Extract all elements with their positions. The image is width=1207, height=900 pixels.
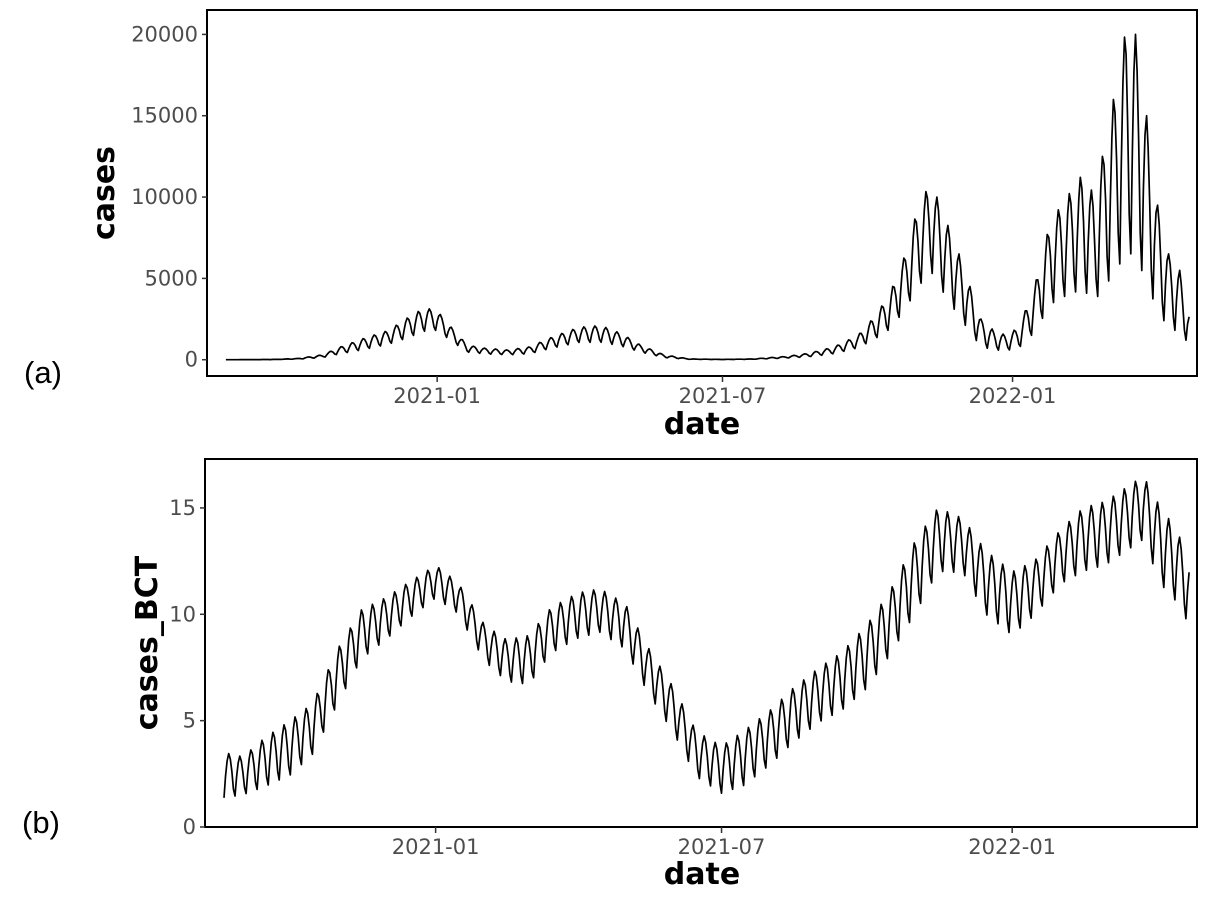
y-tick-label: 15 xyxy=(169,496,196,520)
x-ticks-a: 2021-01 2021-07 2022-01 xyxy=(393,376,1056,408)
panel-label-b: (b) xyxy=(22,805,60,840)
panel-label-a: (a) xyxy=(24,355,62,390)
series-line-cases-bct xyxy=(223,480,1190,798)
x-tick-label: 2022-01 xyxy=(969,384,1057,408)
y-tick-label: 10000 xyxy=(131,185,198,209)
y-tick-label: 15000 xyxy=(131,104,198,128)
y-ticks-a: 0 5000 10000 15000 20000 xyxy=(131,22,207,372)
x-tick-label: 2021-07 xyxy=(678,835,766,859)
y-tick-label: 0 xyxy=(185,348,198,372)
x-axis-title-a: date xyxy=(664,407,740,442)
x-ticks-b: 2021-01 2021-07 2022-01 xyxy=(392,827,1056,859)
y-tick-label: 5 xyxy=(183,709,196,733)
y-tick-label: 5000 xyxy=(145,266,198,290)
y-tick-label: 0 xyxy=(183,815,196,839)
x-tick-label: 2021-01 xyxy=(392,835,480,859)
y-axis-title-a: cases xyxy=(87,146,122,240)
x-axis-title-b: date xyxy=(664,857,740,892)
plot-frame-b xyxy=(204,458,1198,828)
y-ticks-b: 0 5 10 15 xyxy=(169,496,205,839)
x-tick-label: 2022-01 xyxy=(968,835,1056,859)
y-tick-label: 10 xyxy=(169,602,196,626)
y-axis-title-b: cases_BCT xyxy=(130,555,165,730)
chart-panel-a: 0 5000 10000 15000 20000 2021-01 2021-07 2022-… xyxy=(24,9,1198,442)
plot-frame-a xyxy=(206,9,1198,377)
series-line-cases xyxy=(225,33,1190,361)
y-tick-label: 20000 xyxy=(131,22,198,46)
x-tick-label: 2021-01 xyxy=(393,384,481,408)
chart-panel-b: 0 5 10 15 2021-01 2021-07 2022-01 date cases_… xyxy=(22,458,1198,892)
x-tick-label: 2021-07 xyxy=(679,384,767,408)
